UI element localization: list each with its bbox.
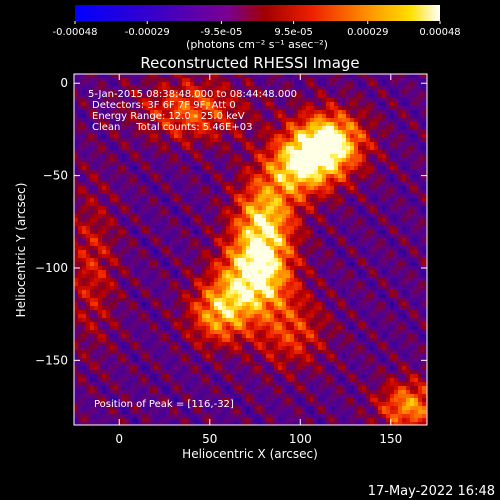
colorbar-tick-label: 0.00048 (419, 27, 460, 38)
colorbar-ticks: -0.00048 -0.00029 -9.5e-05 9.5e-05 0.00029 0.… (53, 21, 461, 38)
y-axis-label: Heliocentric Y (arcsec) (14, 183, 28, 318)
colorbar: -0.00048 -0.00029 -9.5e-05 9.5e-05 0.00029 0.… (53, 5, 461, 51)
colorbar-tick-label: -0.00048 (53, 27, 98, 38)
annotation-block: 5-Jan-2015 08:38:48.000 to 08:44:48.000 … (88, 89, 297, 133)
chart-title: Reconstructed RHESSI Image (140, 54, 359, 72)
colorbar-gradient (75, 5, 440, 21)
annotation-time: 5-Jan-2015 08:38:48.000 to 08:44:48.000 (88, 89, 297, 100)
x-tick-label: 150 (379, 432, 402, 446)
colorbar-tick-label: -9.5e-05 (200, 27, 242, 38)
footer-date: 17-May-2022 16:48 (368, 484, 495, 499)
annotation-energy: Energy Range: 12.0 - 25.0 keV (92, 111, 245, 122)
y-tick-label: 0 (60, 76, 68, 90)
y-tick-label: −100 (35, 261, 68, 275)
y-tick-label: −150 (35, 353, 68, 367)
x-tick-label: 100 (289, 432, 312, 446)
colorbar-tick-label: 0.00029 (347, 27, 388, 38)
annotation-detectors: Detectors: 3F 6F 7F 9F, Att 0 (92, 100, 236, 111)
heatmap-image (74, 74, 427, 425)
axes: 0 50 100 150 0 −50 −100 −150 (35, 74, 427, 446)
x-axis-label: Heliocentric X (arcsec) (182, 447, 318, 461)
plot-frame (73, 73, 428, 426)
y-tick-label: −50 (43, 169, 68, 183)
colorbar-tick-label: -0.00029 (125, 27, 170, 38)
colorbar-units: (photons cm⁻² s⁻¹ asec⁻²) (186, 38, 328, 51)
x-tick-label: 0 (115, 432, 123, 446)
peak-position-label: Position of Peak = [116,-32] (94, 399, 234, 410)
x-tick-label: 50 (202, 432, 217, 446)
annotation-clean: Clean Total counts: 5.46E+03 (92, 122, 252, 133)
colorbar-tick-label: 9.5e-05 (274, 27, 312, 38)
